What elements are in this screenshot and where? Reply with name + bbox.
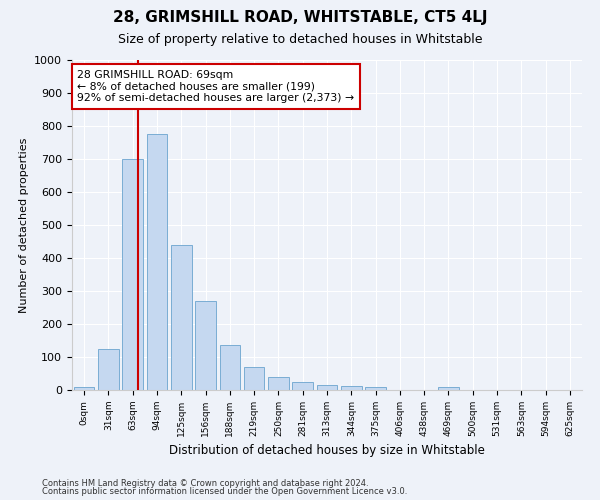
- Bar: [146, 134, 167, 390]
- Bar: [195, 301, 216, 390]
- Bar: [341, 386, 362, 390]
- Bar: [365, 388, 386, 390]
- Bar: [98, 349, 119, 390]
- Text: 28, GRIMSHILL ROAD, WHITSTABLE, CT5 4LJ: 28, GRIMSHILL ROAD, WHITSTABLE, CT5 4LJ: [113, 10, 487, 25]
- Text: Contains public sector information licensed under the Open Government Licence v3: Contains public sector information licen…: [42, 488, 407, 496]
- Bar: [292, 382, 313, 390]
- Bar: [317, 385, 337, 390]
- Y-axis label: Number of detached properties: Number of detached properties: [19, 138, 29, 312]
- Bar: [74, 388, 94, 390]
- Bar: [268, 377, 289, 390]
- Bar: [438, 386, 459, 390]
- Bar: [122, 159, 143, 390]
- Text: 28 GRIMSHILL ROAD: 69sqm
← 8% of detached houses are smaller (199)
92% of semi-d: 28 GRIMSHILL ROAD: 69sqm ← 8% of detache…: [77, 70, 354, 103]
- Text: Size of property relative to detached houses in Whitstable: Size of property relative to detached ho…: [118, 32, 482, 46]
- X-axis label: Distribution of detached houses by size in Whitstable: Distribution of detached houses by size …: [169, 444, 485, 458]
- Text: Contains HM Land Registry data © Crown copyright and database right 2024.: Contains HM Land Registry data © Crown c…: [42, 478, 368, 488]
- Bar: [171, 245, 191, 390]
- Bar: [244, 367, 265, 390]
- Bar: [220, 346, 240, 390]
